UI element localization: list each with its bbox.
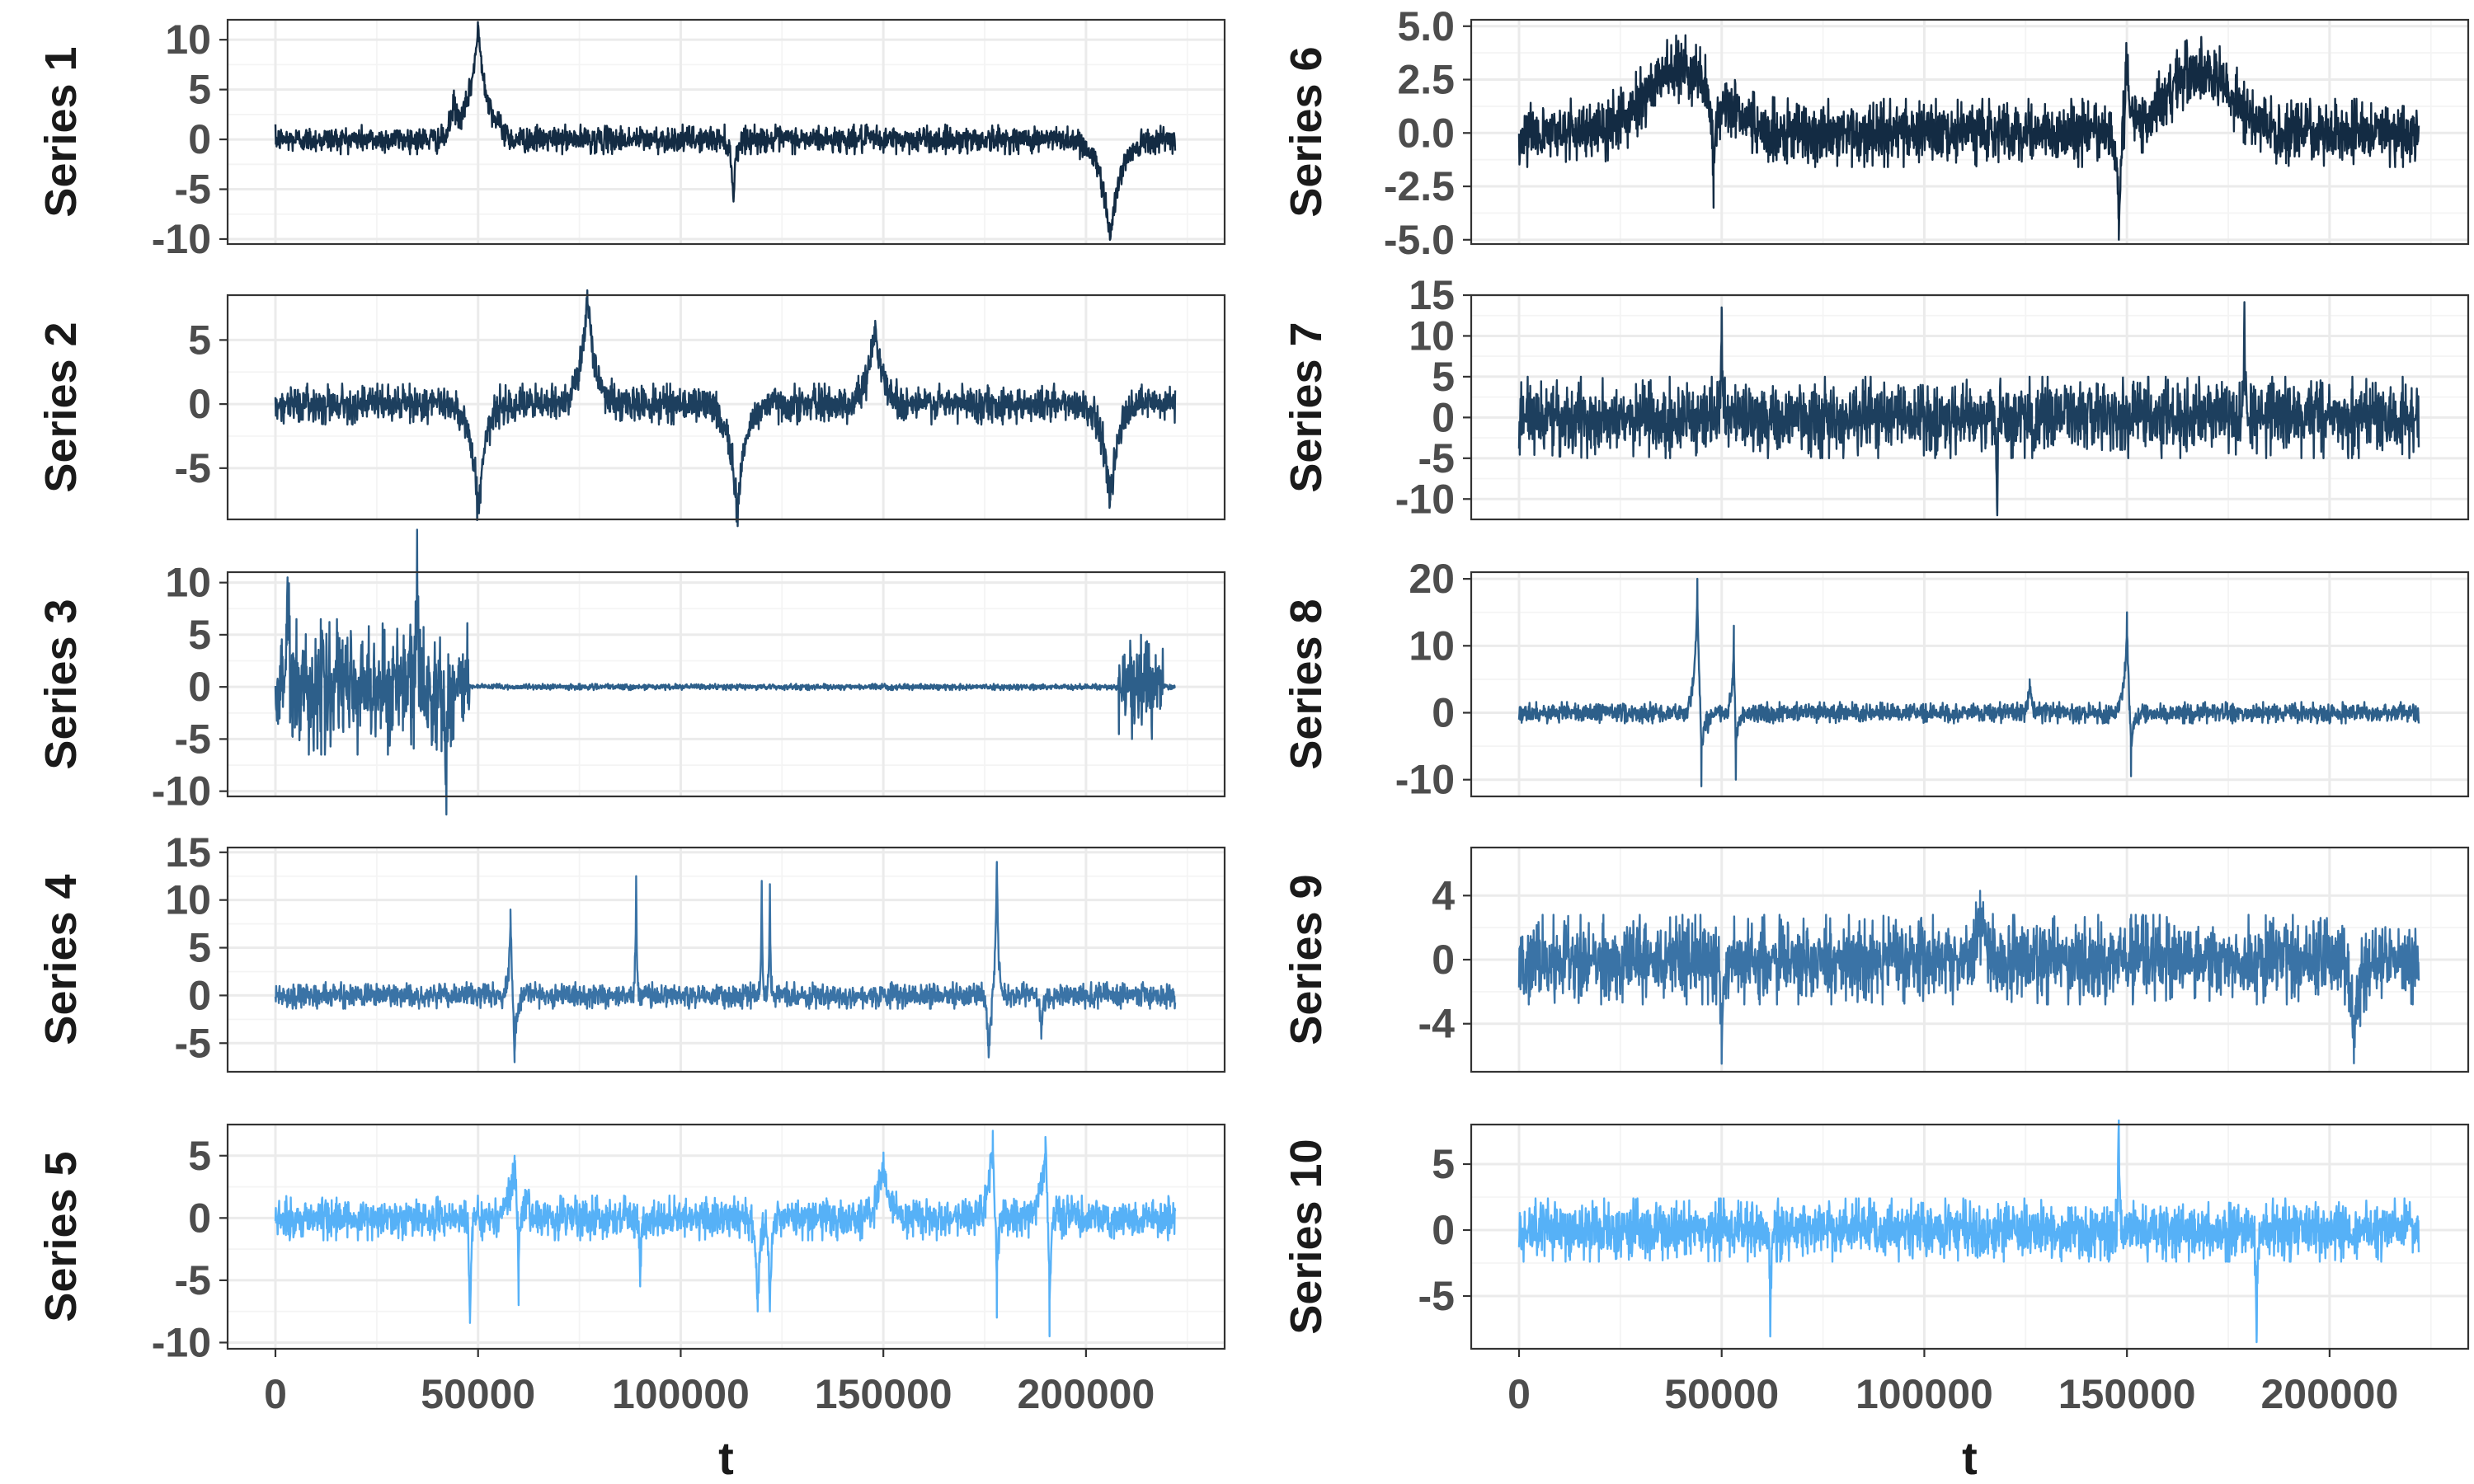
series-label: Series 9 (1282, 874, 1331, 1045)
series-label: Series 1 (36, 46, 86, 217)
y-tick-label: -10 (152, 768, 211, 815)
y-tick-label: 0 (188, 116, 211, 162)
x-tick-label: 100000 (612, 1371, 750, 1417)
x-axis-right: 0 50000 100000 150000 200000 t (1507, 1349, 2398, 1484)
panel-border (226, 846, 1226, 1073)
y-tick-label: 10 (165, 560, 211, 606)
y-tick-label: -4 (1418, 1001, 1456, 1047)
series-line-10 (1517, 1119, 2420, 1344)
y-tick-label: 0 (1432, 937, 1455, 983)
y-tick-label: -5 (175, 167, 211, 213)
y-tick-label: 5 (1432, 1141, 1455, 1187)
panel-border (226, 1123, 1226, 1350)
y-tick-label: -5 (1418, 435, 1455, 481)
y-tick-label: -10 (152, 1319, 211, 1365)
x-tick-label: 200000 (2260, 1371, 2398, 1417)
panel-2: 5 0 -5 Series 2 (36, 289, 1226, 528)
panel-border (1470, 18, 2470, 246)
series-label: Series 3 (36, 599, 86, 769)
y-tick-label: 0 (1432, 394, 1455, 440)
series-line-3 (274, 528, 1176, 816)
y-tick-label: 10 (1409, 622, 1455, 669)
series-line-2 (274, 289, 1177, 528)
panel-border (226, 571, 1226, 798)
y-tick-label: -2.5 (1384, 163, 1455, 209)
panel-5: 5 0 -5 -10 Series 5 (36, 1123, 1226, 1365)
y-tick-label: 0 (1432, 1207, 1455, 1253)
series-line-7 (1517, 301, 2420, 517)
panel-6: 5.0 2.5 0.0 -2.5 -5.0 Series 6 (1282, 3, 2470, 263)
y-tick-label: 4 (1432, 872, 1455, 918)
x-tick-label: 200000 (1017, 1371, 1155, 1417)
y-tick-label: 20 (1409, 556, 1455, 602)
y-tick-label: 15 (165, 829, 211, 876)
series-line-9 (1517, 890, 2420, 1065)
series-label: Series 8 (1282, 599, 1331, 769)
y-tick-label: -10 (1395, 476, 1455, 522)
panel-background (228, 848, 1225, 1072)
panel-border (226, 294, 1226, 521)
y-tick-label: 10 (165, 16, 211, 63)
x-axis-title: t (718, 1432, 734, 1484)
x-axis-left: 0 50000 100000 150000 200000 t (264, 1349, 1155, 1484)
y-tick-label: 15 (1409, 272, 1455, 318)
y-tick-label: 5 (188, 67, 211, 113)
y-tick-label: 0.0 (1397, 110, 1455, 156)
x-tick-label: 100000 (1856, 1371, 1993, 1417)
y-tick-label: 5 (188, 1133, 211, 1179)
y-tick-label: -5.0 (1384, 217, 1455, 263)
x-tick-label: 0 (264, 1371, 287, 1417)
panel-9: 4 0 -4 Series 9 (1282, 846, 2470, 1073)
y-tick-label: 5 (188, 925, 211, 971)
x-tick-label: 50000 (1664, 1371, 1779, 1417)
series-label: Series 4 (36, 874, 86, 1045)
series-line-8 (1517, 577, 2420, 787)
panel-border (1470, 294, 2470, 521)
series-line-1 (274, 21, 1177, 242)
series-label: Series 6 (1282, 46, 1331, 217)
y-tick-label: 0 (188, 381, 211, 427)
y-tick-label: 0 (188, 1195, 211, 1241)
y-tick-label: -5 (175, 1020, 211, 1066)
y-tick-label: 10 (1409, 312, 1455, 359)
panel-background (1471, 572, 2468, 796)
y-tick-label: 5 (1432, 354, 1455, 400)
panel-3: 10 5 0 -5 -10 Series 3 (36, 528, 1226, 816)
panel-border (1470, 1123, 2470, 1350)
panel-10: 5 0 -5 Series 10 (1282, 1119, 2470, 1350)
series-label: Series 10 (1282, 1139, 1331, 1334)
y-tick-label: 0 (188, 664, 211, 710)
y-tick-label: 10 (165, 877, 211, 923)
y-tick-label: -5 (175, 445, 211, 491)
y-tick-label: 0 (1432, 690, 1455, 736)
y-tick-label: -5 (175, 1257, 211, 1303)
y-tick-label: 5.0 (1397, 3, 1455, 49)
panel-border (226, 18, 1226, 246)
y-tick-label: 2.5 (1397, 57, 1455, 103)
x-axis-title: t (1962, 1432, 1978, 1484)
series-label: Series 2 (36, 322, 86, 492)
x-tick-label: 50000 (421, 1371, 535, 1417)
series-line-6 (1517, 34, 2420, 241)
y-tick-label: 5 (188, 612, 211, 658)
series-label: Series 5 (36, 1151, 86, 1322)
y-tick-label: -5 (175, 716, 211, 762)
x-tick-label: 150000 (815, 1371, 952, 1417)
series-label: Series 7 (1282, 322, 1331, 492)
panel-8: 20 10 0 -10 Series 8 (1282, 556, 2470, 803)
y-tick-label: -5 (1418, 1273, 1455, 1319)
panel-border (1470, 571, 2470, 798)
x-tick-label: 150000 (2058, 1371, 2196, 1417)
series-line-5 (274, 1129, 1177, 1338)
y-tick-label: -10 (1395, 757, 1455, 803)
series-line-4 (274, 861, 1177, 1064)
y-tick-label: 0 (188, 972, 211, 1018)
x-tick-label: 0 (1507, 1371, 1531, 1417)
y-tick-label: -10 (152, 216, 211, 262)
y-tick-label: 5 (188, 317, 211, 363)
